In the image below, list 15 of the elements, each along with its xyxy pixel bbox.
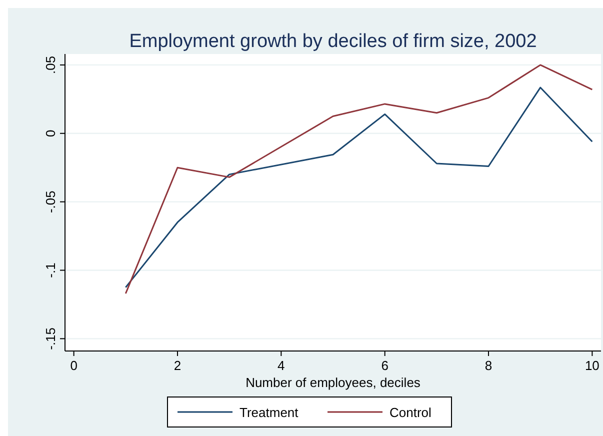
chart-title: Employment growth by deciles of firm size, 2002 [129, 31, 537, 52]
x-tick-label: 4 [278, 358, 285, 373]
y-tick-label: -.05 [43, 190, 58, 214]
y-tick-label: .05 [43, 56, 58, 74]
y-tick-label: 0 [43, 130, 58, 137]
x-axis-title: Number of employees, deciles [246, 375, 421, 390]
x-tick-label: 10 [584, 358, 600, 373]
x-tick-label: 8 [484, 358, 492, 373]
legend-label: Control [390, 405, 432, 420]
x-tick-label: 0 [70, 358, 78, 373]
y-tick-label: -.1 [43, 262, 58, 278]
x-tick-label: 2 [174, 358, 182, 373]
legend-label: Treatment [240, 405, 299, 420]
x-tick-label: 6 [381, 358, 388, 373]
y-tick-label: -.15 [43, 327, 58, 350]
